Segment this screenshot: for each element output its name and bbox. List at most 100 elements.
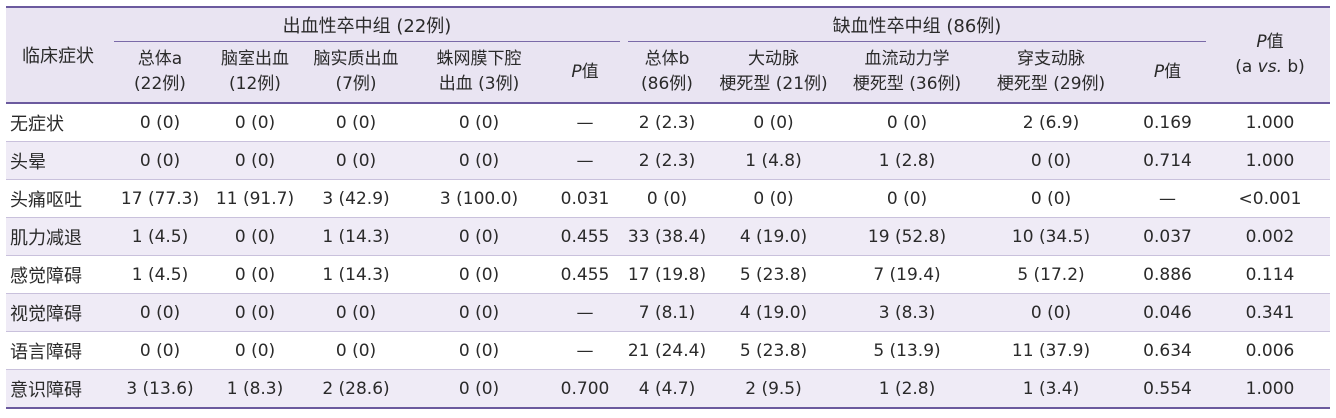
table-cell: 1 (4.8) xyxy=(745,150,802,171)
table-cell: 1 (14.3) xyxy=(322,264,390,285)
table-cell: 10 (34.5) xyxy=(1011,226,1091,247)
symptom-label: 语言障碍 xyxy=(10,341,82,363)
table-cell: — xyxy=(1159,188,1176,209)
table-cell: 0 (0) xyxy=(753,112,794,133)
table-cell: 1 (4.5) xyxy=(131,264,189,285)
subgroup-header: 脑实质出血 (7例) xyxy=(313,49,399,94)
table-cell: 5 (23.8) xyxy=(739,264,808,285)
table-cell: 0 (0) xyxy=(234,112,276,133)
table-cell: 1 (3.4) xyxy=(1022,378,1080,399)
table-cell: 1.000 xyxy=(1245,150,1295,171)
table-cell: 0.714 xyxy=(1143,150,1192,171)
table-cell: 0 (0) xyxy=(458,378,500,399)
symptom-label: 无症状 xyxy=(10,113,64,135)
table-row: 肌力减退 1 (4.5) 0 (0) 1 (14.3) 0 (0) 0.455 33 (38… xyxy=(6,217,1330,256)
subgroup-header: 穿支动脉 梗死型 (29例) xyxy=(996,49,1106,94)
table-cell: 1 (8.3) xyxy=(226,378,284,399)
p-value-header: P值 xyxy=(571,61,599,82)
table-row: 感觉障碍 1 (4.5) 0 (0) 1 (14.3) 0 (0) 0.455 17 (19… xyxy=(6,256,1330,294)
symptom-label: 肌力减退 xyxy=(10,227,82,249)
table-cell: 0 (0) xyxy=(139,302,181,323)
table-cell: 0 (0) xyxy=(234,264,276,285)
table-cell: 0.114 xyxy=(1245,264,1295,285)
table-cell: 0 (0) xyxy=(646,188,688,209)
table-cell: 2 (9.5) xyxy=(745,378,802,399)
table-cell: — xyxy=(576,112,594,133)
table-cell: 0 (0) xyxy=(1030,302,1072,323)
table-cell: 0 (0) xyxy=(458,302,500,323)
table-row: 头痛呕吐 17 (77.3) 11 (91.7) 3 (42.9) 3 (100.0) 0… xyxy=(6,180,1330,218)
table-cell: 3 (13.6) xyxy=(126,378,194,399)
table-cell: 33 (38.4) xyxy=(627,226,707,247)
table-cell: 0 (0) xyxy=(335,302,377,323)
table-cell: 3 (42.9) xyxy=(322,188,390,209)
hemorrhagic-group-header: 出血性卒中组 (22例) xyxy=(110,7,624,42)
table-cell: 1 (2.8) xyxy=(878,150,936,171)
row-label-header: 临床症状 xyxy=(22,46,94,67)
table-cell: 0 (0) xyxy=(234,226,276,247)
table-cell: 0.002 xyxy=(1245,226,1295,247)
table-cell: 0 (0) xyxy=(335,340,377,361)
table-row: 无症状 0 (0) 0 (0) 0 (0) 0 (0) — 2 (2.3) 0 (0) 0 (0… xyxy=(6,103,1330,142)
subgroup-header: 脑室出血 (12例) xyxy=(221,49,289,94)
symptom-table: 临床症状 出血性卒中组 (22例) 缺血性卒中组 (86例) P值 (a vs.… xyxy=(6,6,1330,409)
subgroup-header: 总体b (86例) xyxy=(641,49,693,94)
table-cell: 2 (2.3) xyxy=(638,112,696,133)
subgroup-header: 总体a (22例) xyxy=(134,49,186,94)
subgroup-header: 蛛网膜下腔 出血 (3例) xyxy=(436,49,522,94)
table-cell: 0.455 xyxy=(560,264,610,285)
table-header: 临床症状 出血性卒中组 (22例) 缺血性卒中组 (86例) P值 (a vs.… xyxy=(6,7,1330,103)
table-cell: 1.000 xyxy=(1245,378,1295,399)
table-cell: 0 (0) xyxy=(886,112,928,133)
table-cell: 0 (0) xyxy=(753,188,794,209)
table-cell: 3 (100.0) xyxy=(439,188,519,209)
table-row: 视觉障碍 0 (0) 0 (0) 0 (0) 0 (0) — 7 (8.1) 4 (19.0)… xyxy=(6,293,1330,332)
table-cell: 4 (4.7) xyxy=(638,378,696,399)
table-cell: 19 (52.8) xyxy=(867,226,947,247)
table-cell: 0.886 xyxy=(1143,264,1192,285)
table-cell: 0 (0) xyxy=(886,188,928,209)
p-value-header: P值 xyxy=(1153,61,1182,82)
table-cell: <0.001 xyxy=(1238,188,1302,209)
symptom-label: 意识障碍 xyxy=(10,379,82,401)
table-cell: 2 (2.3) xyxy=(638,150,696,171)
table-row: 意识障碍 3 (13.6) 1 (8.3) 2 (28.6) 0 (0) 0.700 4 (… xyxy=(6,369,1330,408)
table-cell: 4 (19.0) xyxy=(739,226,808,247)
symptom-label: 感觉障碍 xyxy=(10,265,82,287)
table-cell: 0 (0) xyxy=(234,340,276,361)
table-cell: 7 (8.1) xyxy=(638,302,696,323)
table-cell: 1 (14.3) xyxy=(322,226,390,247)
table-cell: 21 (24.4) xyxy=(627,340,707,361)
table-container: 临床症状 出血性卒中组 (22例) 缺血性卒中组 (86例) P值 (a vs.… xyxy=(6,6,1330,409)
table-cell: 0.169 xyxy=(1143,112,1192,133)
table-cell: 17 (19.8) xyxy=(627,264,707,285)
table-cell: 1 (4.5) xyxy=(131,226,189,247)
table-cell: — xyxy=(576,150,594,171)
table-cell: 0.006 xyxy=(1245,340,1295,361)
table-cell: — xyxy=(576,302,594,323)
table-cell: 0.031 xyxy=(560,188,610,209)
table-cell: 4 (19.0) xyxy=(739,302,808,323)
table-cell: 0.037 xyxy=(1143,226,1192,247)
subheader-row: 总体a (22例) 脑室出血 (12例) 脑实质出血 (7例) 蛛网膜下腔 出血 (3例) P值… xyxy=(6,42,1330,103)
table-cell: 2 (28.6) xyxy=(322,378,390,399)
table-cell: 0 (0) xyxy=(458,340,500,361)
table-body: 无症状 0 (0) 0 (0) 0 (0) 0 (0) — 2 (2.3) 0 (0) 0 (0… xyxy=(6,103,1330,408)
subgroup-header: 血流动力学 梗死型 (36例) xyxy=(852,49,962,94)
table-cell: 0.455 xyxy=(560,226,610,247)
table-cell: 0 (0) xyxy=(335,150,377,171)
symptom-label: 头痛呕吐 xyxy=(10,189,82,211)
table-cell: 0 (0) xyxy=(335,112,377,133)
table-cell: 1 (2.8) xyxy=(878,378,936,399)
table-cell: 0 (0) xyxy=(1030,188,1072,209)
p-ab-header: P值 (a vs. b) xyxy=(1235,32,1305,77)
table-cell: 0 (0) xyxy=(1030,150,1072,171)
table-cell: 5 (23.8) xyxy=(739,340,808,361)
symptom-label: 视觉障碍 xyxy=(10,303,82,325)
table-cell: 11 (37.9) xyxy=(1011,340,1091,361)
table-cell: — xyxy=(576,340,594,361)
table-cell: 11 (91.7) xyxy=(215,188,295,209)
table-cell: 5 (13.9) xyxy=(873,340,941,361)
table-cell: 0 (0) xyxy=(458,226,500,247)
table-cell: 5 (17.2) xyxy=(1017,264,1085,285)
